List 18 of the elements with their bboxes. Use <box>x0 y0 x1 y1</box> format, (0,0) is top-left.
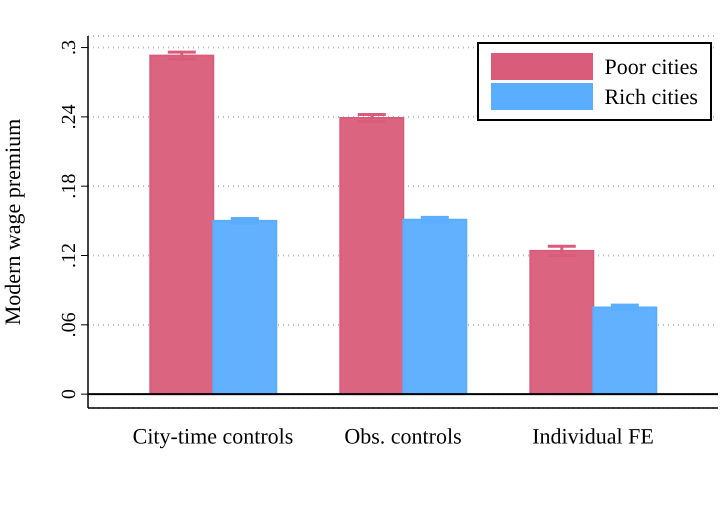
bar <box>529 250 594 396</box>
bar <box>339 117 404 396</box>
y-tick-label: .12 <box>58 243 80 268</box>
y-tick-label: .18 <box>58 174 80 199</box>
y-tick-label: 0 <box>58 389 80 400</box>
x-tick-label: Obs. controls <box>344 424 462 449</box>
y-tick-label: .06 <box>58 312 80 338</box>
bar <box>402 218 468 396</box>
y-tick-label: .3 <box>58 40 80 56</box>
bar <box>149 54 214 396</box>
y-tick-label: .24 <box>58 104 80 130</box>
legend-label: Poor cities <box>604 54 698 80</box>
x-tick-label: Individual FE <box>532 424 654 449</box>
bar <box>212 220 278 396</box>
legend-label: Rich cities <box>604 84 698 110</box>
x-tick-label: City-time controls <box>132 424 294 449</box>
bar <box>592 306 658 396</box>
y-axis-title: Modern wage premium <box>0 118 25 326</box>
